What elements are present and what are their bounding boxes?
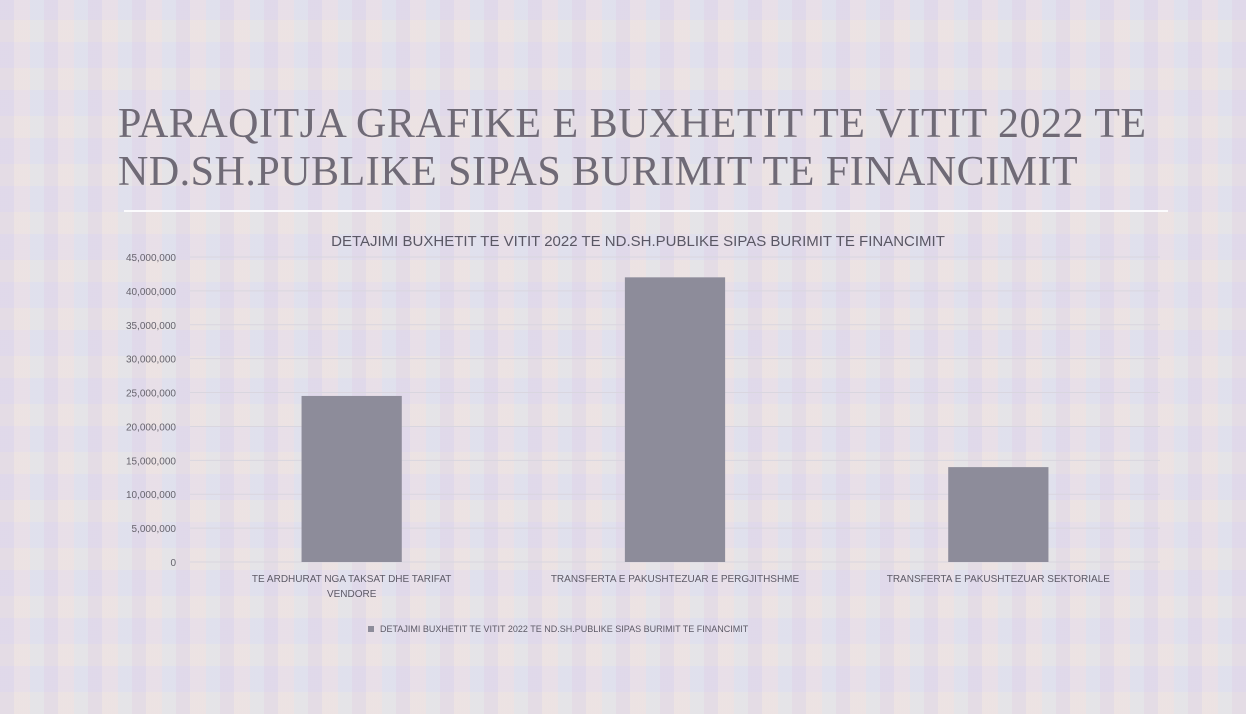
x-category-label: VENDORE xyxy=(327,589,377,600)
x-category-label: TE ARDHURAT NGA TAKSAT DHE TARIFAT xyxy=(252,574,451,585)
bar xyxy=(301,395,402,562)
chart-title: DETAJIMI BUXHETIT TE VITIT 2022 TE ND.SH… xyxy=(331,233,945,250)
y-tick-label: 15,000,000 xyxy=(126,456,176,467)
y-tick-label: 0 xyxy=(170,558,176,569)
x-axis-labels: TE ARDHURAT NGA TAKSAT DHE TARIFAT VENDOR… xyxy=(252,574,1110,600)
legend-swatch xyxy=(368,626,374,632)
bar xyxy=(624,277,726,562)
slide: PARAQITJA GRAFIKE E BUXHETIT TE VITIT 20… xyxy=(6,30,1244,710)
x-category-label: TRANSFERTA E PAKUSHTEZUAR E PERGJITHSHME xyxy=(551,574,800,585)
y-tick-label: 10,000,000 xyxy=(126,490,176,501)
slide-title: PARAQITJA GRAFIKE E BUXHETIT TE VITIT 20… xyxy=(118,101,1147,195)
title-divider xyxy=(124,210,1168,212)
x-category-label: TRANSFERTA E PAKUSHTEZUAR SEKTORIALE xyxy=(887,574,1111,585)
y-tick-label: 30,000,000 xyxy=(126,355,176,366)
bar xyxy=(948,467,1049,562)
bars xyxy=(301,277,1049,562)
y-tick-label: 25,000,000 xyxy=(126,389,176,400)
y-tick-label: 20,000,000 xyxy=(126,422,176,433)
y-tick-label: 40,000,000 xyxy=(126,287,176,298)
y-tick-label: 35,000,000 xyxy=(126,321,176,332)
y-axis-ticks: 0 5,000,000 10,000,000 15,000,000 20,000,000… xyxy=(126,253,177,569)
y-tick-label: 5,000,000 xyxy=(132,524,177,535)
legend-label: DETAJIMI BUXHETIT TE VITIT 2022 TE ND.SH… xyxy=(380,624,749,634)
y-tick-label: 45,000,000 xyxy=(126,253,176,264)
legend: DETAJIMI BUXHETIT TE VITIT 2022 TE ND.SH… xyxy=(368,624,749,634)
